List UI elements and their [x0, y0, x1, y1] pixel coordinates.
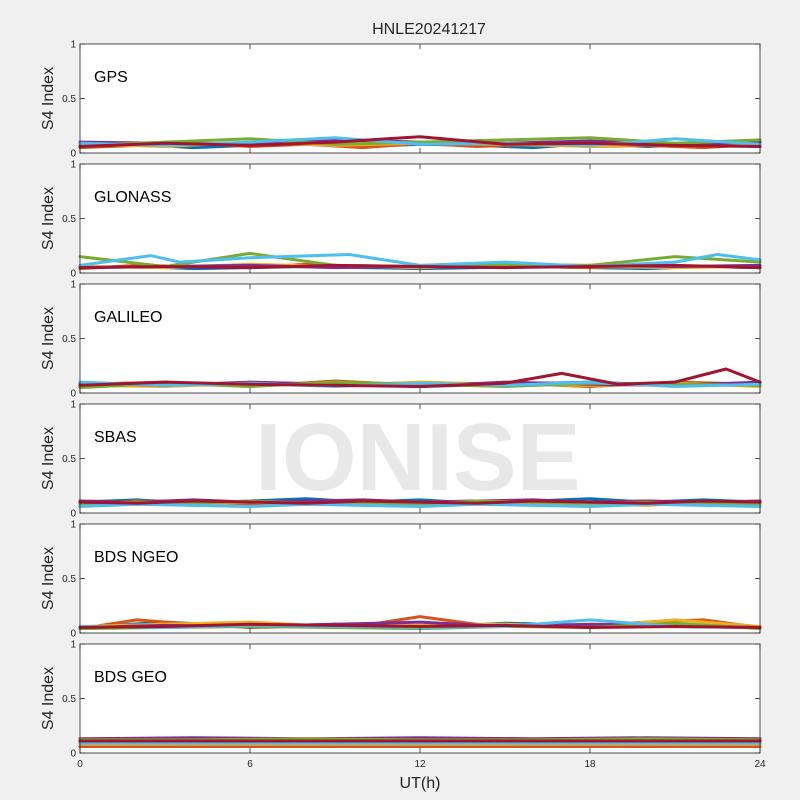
panel-glonass: 0 0.5 1 GLONASS S4 Index [40, 160, 762, 280]
y-axis-label: S4 Index [40, 547, 57, 610]
y-tick-label: 1 [70, 520, 76, 531]
y-tick-label: 0 [70, 269, 76, 280]
y-tick-label: 1 [70, 400, 76, 411]
y-tick-label: 1 [70, 640, 76, 651]
x-tick-label: 18 [584, 759, 596, 770]
panel-label: GLONASS [94, 189, 171, 206]
y-tick-label: 0.5 [62, 334, 76, 345]
y-tick-label: 0 [70, 389, 76, 400]
panels: 0 0.5 1 GPS S4 Index 0 0.5 1 GLONASS S4 Index 0 0.5… [40, 40, 766, 771]
y-tick-label: 0.5 [62, 454, 76, 465]
y-tick-label: 0.5 [62, 694, 76, 705]
panel-label: SBAS [94, 429, 137, 446]
panel-label: GALILEO [94, 309, 162, 326]
panel-sbas: 0 0.5 1 SBAS S4 Index [40, 400, 762, 520]
y-axis-label: S4 Index [40, 187, 57, 250]
y-tick-label: 0.5 [62, 574, 76, 585]
y-tick-label: 0 [70, 749, 76, 760]
watermark: IONISE [255, 404, 580, 511]
panel-label: BDS GEO [94, 669, 167, 686]
series-line [78, 380, 762, 388]
panel-label: BDS NGEO [94, 549, 178, 566]
panel-bds-ngeo: 0 0.5 1 BDS NGEO S4 Index [40, 520, 762, 640]
series-line [78, 367, 762, 388]
y-axis-label: S4 Index [40, 67, 57, 130]
y-tick-label: 0 [70, 149, 76, 160]
plot-area [80, 44, 760, 153]
panel-gps: 0 0.5 1 GPS S4 Index [40, 40, 762, 160]
x-tick-label: 12 [414, 759, 426, 770]
x-tick-label: 24 [754, 759, 766, 770]
plot-area [80, 164, 760, 273]
y-tick-label: 0 [70, 629, 76, 640]
series-line [78, 263, 762, 270]
y-tick-label: 1 [70, 160, 76, 171]
y-tick-label: 1 [70, 280, 76, 291]
x-tick-label: 0 [77, 759, 83, 770]
y-axis-label: S4 Index [40, 667, 57, 730]
plot-area [80, 644, 760, 753]
panel-label: GPS [94, 69, 128, 86]
panel-bds-geo: 0 0.5 1 BDS GEO S4 Index [40, 640, 762, 760]
series-line [78, 135, 762, 148]
y-tick-label: 0 [70, 509, 76, 520]
plot-area [80, 524, 760, 633]
x-tick-label: 6 [247, 759, 253, 770]
panel-galileo: 0 0.5 1 GALILEO S4 Index [40, 280, 762, 400]
y-tick-label: 1 [70, 40, 76, 51]
plot-area [80, 284, 760, 393]
y-axis-label: S4 Index [40, 427, 57, 490]
y-axis-label: S4 Index [40, 307, 57, 370]
chart-title: HNLE20241217 [372, 21, 486, 38]
x-axis-label: UT(h) [400, 775, 441, 792]
series-line [78, 499, 762, 505]
series-line [78, 622, 762, 629]
plot-area [80, 404, 760, 513]
y-tick-label: 0.5 [62, 94, 76, 105]
y-tick-label: 0.5 [62, 214, 76, 225]
